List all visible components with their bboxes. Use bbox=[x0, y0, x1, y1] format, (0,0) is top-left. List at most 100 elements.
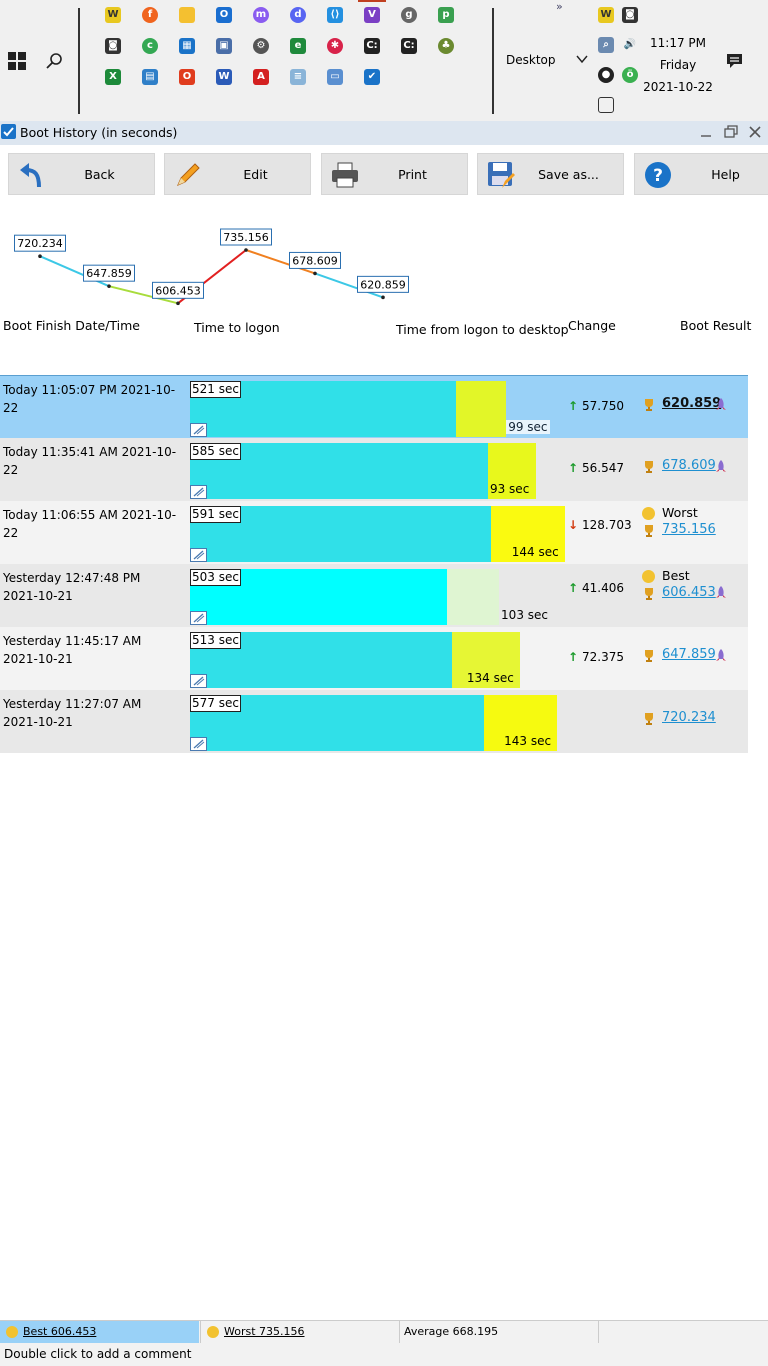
overflow-chevron-icon[interactable]: » bbox=[556, 0, 563, 13]
back-button[interactable]: Back bbox=[8, 153, 155, 195]
status-best[interactable]: Best 606.453 bbox=[0, 1321, 199, 1343]
edit-note-icon[interactable] bbox=[190, 611, 207, 625]
edit-note-icon[interactable] bbox=[190, 423, 207, 437]
document-icon[interactable]: ▭ bbox=[327, 69, 343, 85]
app-green-icon[interactable]: e bbox=[290, 38, 306, 54]
camera-icon[interactable]: ◙ bbox=[105, 38, 121, 54]
help-button[interactable]: ? Help bbox=[634, 153, 768, 195]
edit-button[interactable]: Edit bbox=[164, 153, 311, 195]
microphone-icon[interactable]: ● bbox=[598, 67, 614, 83]
contact-card-icon[interactable]: ▤ bbox=[142, 69, 158, 85]
tray-network-icon[interactable]: ⌕ bbox=[598, 37, 614, 53]
checkbox-icon[interactable] bbox=[1, 124, 16, 139]
tree-icon[interactable]: ♣ bbox=[438, 38, 454, 54]
gimp-icon[interactable]: g bbox=[401, 7, 417, 23]
table-row[interactable]: Yesterday 11:27:07 AM 2021-10-21 577 sec 14… bbox=[0, 690, 748, 753]
save-as-button[interactable]: Save as... bbox=[477, 153, 624, 195]
app-red-icon[interactable]: ✱ bbox=[327, 38, 343, 54]
notification-icon[interactable] bbox=[726, 53, 743, 69]
column-header-desktop[interactable]: Time from logon to desktop bbox=[396, 322, 569, 337]
terminal-admin-icon[interactable]: C: bbox=[401, 38, 417, 54]
boot-result-link[interactable]: 678.609 bbox=[662, 458, 716, 473]
restore-icon[interactable] bbox=[723, 124, 739, 140]
desktop-toolbar-label[interactable]: Desktop bbox=[506, 53, 556, 67]
chrome-icon[interactable]: c bbox=[142, 38, 158, 54]
trophy-icon bbox=[642, 460, 656, 474]
boot-result-link[interactable]: 735.156 bbox=[662, 522, 716, 537]
column-header-logon[interactable]: Time to logon bbox=[194, 320, 280, 335]
boot-date-line1: Yesterday 11:27:07 AM bbox=[3, 697, 142, 711]
tray-green-icon[interactable]: ö bbox=[622, 67, 638, 83]
pdf-icon[interactable]: A bbox=[253, 69, 269, 85]
boot-date-line1: Today 11:05:07 PM 2021-10-22 bbox=[3, 383, 176, 415]
settings-gear-icon[interactable]: ⚙ bbox=[253, 38, 269, 54]
boot-date-line2: 2021-10-21 bbox=[3, 652, 73, 666]
logon-time-label: 591 sec bbox=[190, 506, 241, 523]
store-icon[interactable]: ▦ bbox=[179, 38, 195, 54]
paint-icon[interactable]: p bbox=[438, 7, 454, 23]
excel-icon[interactable]: X bbox=[105, 69, 121, 85]
remote-desktop-icon[interactable]: ▣ bbox=[216, 38, 232, 54]
edit-note-icon[interactable] bbox=[190, 737, 207, 751]
close-icon[interactable] bbox=[747, 124, 763, 140]
boot-result-link[interactable]: 647.859 bbox=[662, 647, 716, 662]
table-row[interactable]: Today 11:05:07 PM 2021-10-22 521 sec 99 se… bbox=[0, 375, 748, 438]
trend-point-label: 620.859 bbox=[357, 275, 409, 293]
volume-icon[interactable]: 🔊 bbox=[623, 39, 637, 50]
help-icon: ? bbox=[645, 162, 671, 188]
trend-point bbox=[313, 271, 317, 276]
comment-hint[interactable]: Double click to add a comment bbox=[4, 1347, 192, 1361]
print-button[interactable]: Print bbox=[321, 153, 468, 195]
help-label: Help bbox=[711, 167, 740, 182]
search-icon[interactable] bbox=[45, 52, 63, 70]
windows-start-icon[interactable] bbox=[8, 52, 26, 70]
status-worst[interactable]: Worst 735.156 bbox=[200, 1321, 399, 1343]
table-row[interactable]: Today 11:35:41 AM 2021-10-22 585 sec 93 se… bbox=[0, 438, 748, 501]
trophy-icon bbox=[642, 398, 656, 412]
column-header-change[interactable]: Change bbox=[568, 318, 616, 333]
outlook-icon[interactable]: O bbox=[216, 7, 232, 23]
tray-wc-icon[interactable]: W bbox=[598, 7, 614, 23]
messenger-icon[interactable]: m bbox=[253, 7, 269, 23]
boot-change-value: 128.703 bbox=[582, 518, 632, 532]
vscode-icon[interactable]: ⟨⟩ bbox=[327, 7, 343, 23]
visual-studio-icon[interactable]: V bbox=[364, 7, 380, 23]
boot-change: ↓ 128.703 bbox=[568, 518, 642, 532]
edit-note-icon[interactable] bbox=[190, 548, 207, 562]
boot-result-link[interactable]: 720.234 bbox=[662, 710, 716, 725]
terminal-icon[interactable]: C: bbox=[364, 38, 380, 54]
edit-note-icon[interactable] bbox=[190, 485, 207, 499]
notepad-icon[interactable]: ≡ bbox=[290, 69, 306, 85]
logon-time-label: 585 sec bbox=[190, 443, 241, 460]
minimize-icon[interactable] bbox=[698, 124, 714, 140]
column-header-date[interactable]: Boot Finish Date/Time bbox=[3, 318, 140, 333]
table-row[interactable]: Today 11:06:55 AM 2021-10-22 591 sec 144 s… bbox=[0, 501, 748, 564]
boot-result-link[interactable]: 620.859 bbox=[662, 396, 722, 411]
table-row[interactable]: Yesterday 11:45:17 AM 2021-10-21 513 sec 13… bbox=[0, 627, 748, 690]
pencil-icon bbox=[177, 163, 200, 186]
table-row[interactable]: Yesterday 12:47:48 PM 2021-10-21 503 sec 10… bbox=[0, 564, 748, 627]
checkmark-app-icon[interactable]: ✔ bbox=[364, 69, 380, 85]
edit-note-icon[interactable] bbox=[190, 674, 207, 688]
desktop-time-bar bbox=[491, 506, 565, 562]
trend-value-text: 678.609 bbox=[292, 254, 338, 267]
firefox-icon[interactable]: f bbox=[142, 7, 158, 23]
boot-result-link[interactable]: 606.453 bbox=[662, 585, 716, 600]
app-icon-wc[interactable]: W bbox=[105, 7, 121, 23]
column-header-result[interactable]: Boot Result bbox=[680, 318, 752, 333]
trophy-icon bbox=[642, 649, 656, 663]
tray-camera-icon[interactable]: ◙ bbox=[622, 7, 638, 23]
word-icon[interactable]: W bbox=[216, 69, 232, 85]
file-explorer-icon[interactable] bbox=[179, 7, 195, 23]
discord-icon[interactable]: d bbox=[290, 7, 306, 23]
trophy-icon bbox=[642, 712, 656, 726]
display-icon[interactable] bbox=[598, 97, 614, 113]
trend-point-label: 606.453 bbox=[152, 281, 204, 299]
trend-point-label: 647.859 bbox=[83, 264, 135, 282]
chevron-down-icon[interactable] bbox=[576, 54, 588, 64]
taskbar: W f O m d ⟨⟩ V g p ◙ c ▦ ▣ ⚙ e ✱ C: C: ♣… bbox=[0, 0, 768, 121]
boot-change-value: 41.406 bbox=[582, 581, 624, 595]
desktop-time-label: 143 sec bbox=[504, 734, 552, 748]
office-icon[interactable]: O bbox=[179, 69, 195, 85]
taskbar-clock[interactable]: 11:17 PM Friday 2021-10-22 bbox=[640, 32, 716, 98]
